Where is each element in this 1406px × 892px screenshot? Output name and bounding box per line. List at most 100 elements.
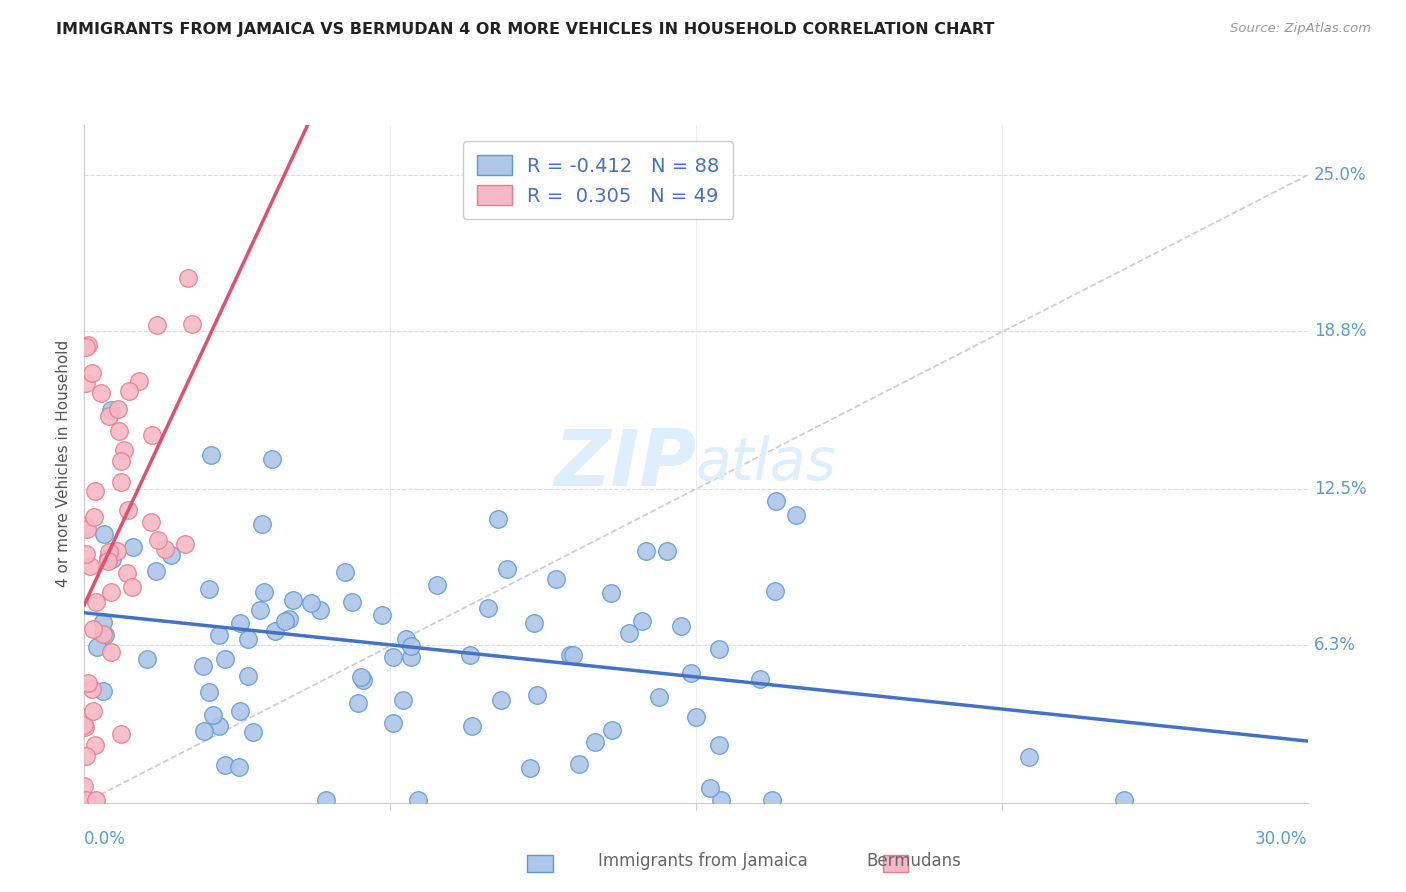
Text: 30.0%: 30.0% [1256, 830, 1308, 848]
Point [671, 619, 693, 633]
Point [75, 340, 97, 354]
Point [401, 649, 423, 664]
Point [84, 793, 107, 807]
Point [93, 628, 115, 642]
Point [75, 793, 97, 807]
Point [274, 614, 297, 628]
Point [214, 757, 236, 772]
Point [100, 644, 122, 658]
Point [283, 592, 305, 607]
Point [97, 551, 120, 566]
Point [236, 632, 259, 647]
Point [153, 541, 176, 556]
Point [526, 688, 548, 702]
Point [278, 611, 301, 625]
Point [73, 720, 96, 734]
Point [122, 540, 145, 554]
Point [228, 760, 250, 774]
Point [1112, 793, 1135, 807]
Point [299, 597, 322, 611]
Text: ZIP: ZIP [554, 425, 696, 502]
Point [761, 793, 783, 807]
Point [77, 675, 100, 690]
Point [342, 595, 364, 609]
Point [173, 537, 195, 551]
Point [249, 603, 271, 617]
Point [765, 494, 787, 508]
Text: 6.3%: 6.3% [1313, 636, 1355, 654]
Text: IMMIGRANTS FROM JAMAICA VS BERMUDAN 4 OR MORE VEHICLES IN HOUSEHOLD CORRELATION : IMMIGRANTS FROM JAMAICA VS BERMUDAN 4 OR… [56, 22, 994, 37]
Point [748, 672, 770, 686]
Point [181, 317, 204, 331]
Point [73, 718, 96, 732]
Point [75, 376, 97, 390]
Point [655, 544, 678, 558]
Point [519, 762, 541, 776]
Point [141, 428, 163, 442]
Point [76, 522, 98, 536]
Point [80, 681, 103, 696]
Point [707, 641, 730, 656]
Text: 0.0%: 0.0% [84, 830, 127, 848]
Point [458, 648, 481, 663]
Point [107, 401, 129, 416]
Point [335, 565, 357, 579]
Point [631, 614, 654, 628]
Point [208, 628, 231, 642]
Point [82, 622, 104, 636]
Point [105, 544, 128, 558]
Point [636, 543, 658, 558]
Point [75, 749, 97, 764]
Point [145, 564, 167, 578]
Point [86, 640, 108, 654]
Text: Bermudans: Bermudans [866, 852, 962, 870]
Point [73, 780, 96, 794]
Point [568, 756, 591, 771]
Point [785, 508, 807, 522]
Point [100, 403, 122, 417]
Point [139, 515, 162, 529]
Point [110, 475, 132, 489]
Point [121, 580, 143, 594]
Point [91, 684, 114, 698]
Point [200, 448, 222, 462]
Point [1018, 749, 1040, 764]
Point [371, 608, 394, 623]
Point [544, 572, 567, 586]
Point [600, 723, 623, 737]
Point [198, 582, 221, 597]
Legend: R = -0.412   N = 88, R =  0.305   N = 49: R = -0.412 N = 88, R = 0.305 N = 49 [463, 141, 733, 219]
Point [250, 517, 273, 532]
Text: Source: ZipAtlas.com: Source: ZipAtlas.com [1230, 22, 1371, 36]
Point [75, 547, 97, 561]
Point [260, 452, 283, 467]
Point [406, 793, 429, 807]
Point [97, 545, 120, 559]
Point [82, 704, 104, 718]
Point [202, 708, 225, 723]
Point [83, 510, 105, 524]
Point [135, 652, 157, 666]
Point [699, 780, 721, 795]
Text: 12.5%: 12.5% [1313, 480, 1367, 498]
Point [100, 585, 122, 599]
Point [399, 639, 422, 653]
Point [477, 600, 499, 615]
Point [77, 338, 100, 352]
Point [309, 602, 332, 616]
Point [391, 692, 413, 706]
Point [382, 715, 405, 730]
Point [84, 595, 107, 609]
Point [460, 718, 482, 732]
Point [561, 648, 583, 663]
Point [350, 669, 373, 683]
Point [160, 548, 183, 562]
Point [93, 527, 115, 541]
Point [101, 552, 124, 566]
Point [381, 649, 404, 664]
Point [426, 578, 449, 592]
Text: Immigrants from Jamaica: Immigrants from Jamaica [598, 852, 808, 870]
Point [619, 626, 641, 640]
Point [763, 583, 786, 598]
Point [242, 725, 264, 739]
